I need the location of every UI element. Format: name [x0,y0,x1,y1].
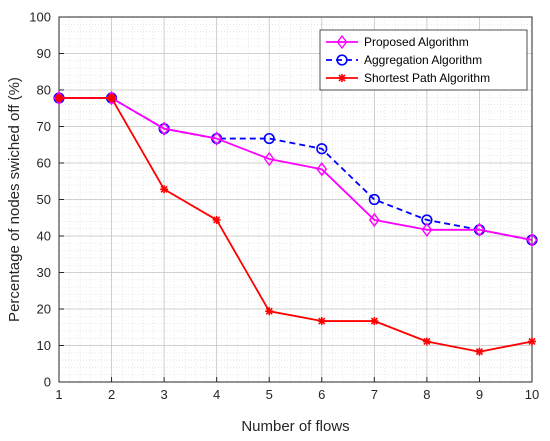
major-grid [58,16,533,383]
legend-marker-shortest-path-algorithm [338,74,346,82]
legend-label-proposed-algorithm: Proposed Algorithm [364,35,469,49]
y-tick-label: 100 [29,10,51,25]
legend-marker-proposed-algorithm [336,34,348,50]
x-axis-title: Number of flows [241,418,349,435]
x-tick-label: 9 [476,387,483,402]
data-point-fill-shortest-path-algorithm [55,94,63,103]
data-point-shortest-path-algorithm [370,317,379,326]
series-line-shortest-path-algorithm [59,97,533,353]
data-point-proposed-algorithm [263,151,275,167]
data-point-proposed-algorithm [211,131,223,146]
series-shortest-path-algorithm [55,94,536,356]
data-point-shortest-path-algorithm [265,307,274,316]
x-tick-label: 7 [371,387,378,402]
x-tick-label: 2 [108,387,115,402]
legend-box [319,29,528,91]
y-tick-label: 10 [37,338,51,353]
series-line-proposed-algorithm [59,97,533,241]
y-tick-label: 90 [37,46,51,61]
data-point-proposed-algorithm [368,212,380,228]
x-tick-label: 1 [55,387,62,402]
data-point-shortest-path-algorithm [160,185,169,194]
data-point-proposed-algorithm [158,121,170,136]
y-tick-label: 20 [37,302,51,317]
x-axis-ticks: 1 2 3 4 5 6 7 8 9 10 [55,377,539,402]
series-aggregation-algorithm [53,92,538,246]
y-axis-title: Percentage of nodes swiched off (%) [6,77,23,322]
x-tick-label: 10 [525,387,539,402]
x-tick-label: 4 [213,387,220,402]
legend-label-aggregation-algorithm: Aggregation Algorithm [364,53,482,67]
data-point-shortest-path-algorithm [317,317,326,326]
y-tick-label: 40 [37,229,51,244]
data-point-shortest-path-algorithm [212,215,221,224]
data-point-aggregation-algorithm [316,143,328,155]
x-tick-label: 6 [318,387,325,402]
x-tick-label: 5 [266,387,273,402]
data-point-shortest-path-algorithm [475,347,484,356]
y-tick-label: 30 [37,265,51,280]
data-point-proposed-algorithm [526,232,538,248]
data-point-proposed-algorithm [421,222,433,237]
y-tick-label: 0 [44,375,51,390]
series-proposed-algorithm [53,90,538,248]
data-point-proposed-algorithm [474,222,485,237]
data-point-aggregation-algorithm [368,193,380,206]
y-tick-label: 60 [37,156,51,171]
data-point-shortest-path-algorithm [528,337,536,346]
series-layer [53,90,538,356]
legend: Proposed Algorithm Aggregation Algorithm S… [319,29,528,91]
y-axis-ticks: 0 10 20 30 40 50 60 70 80 90 100 [29,10,64,390]
data-point-aggregation-algorithm [263,132,275,145]
x-tick-label: 3 [160,387,167,402]
y-tick-label: 50 [37,192,51,207]
legend-label-shortest-path-algorithm: Shortest Path Algorithm [364,71,490,85]
data-point-fill-shortest-path-algorithm [107,94,116,103]
data-point-shortest-path-algorithm [422,337,431,346]
y-tick-label: 70 [37,119,51,134]
x-tick-label: 8 [423,387,430,402]
data-point-proposed-algorithm [316,162,328,177]
y-tick-label: 80 [37,83,51,98]
legend-marker-aggregation-algorithm [336,54,348,66]
